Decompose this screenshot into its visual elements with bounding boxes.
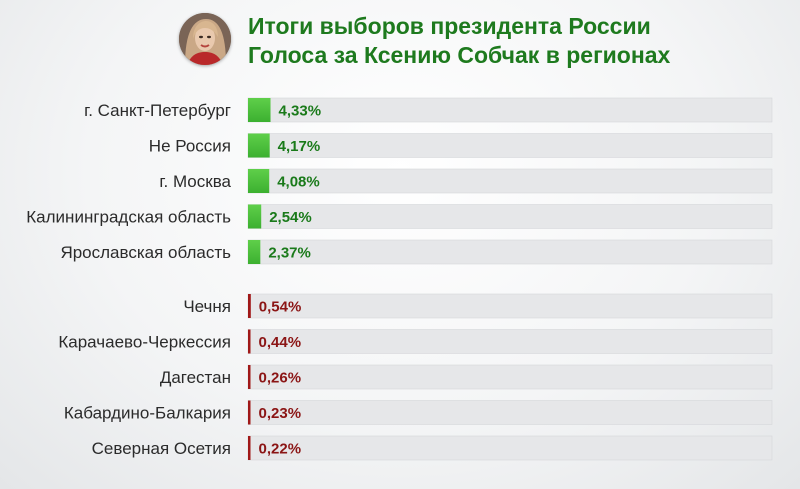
category-label-bottom-0: Чечня (183, 297, 231, 316)
bar-top-1 (248, 133, 270, 158)
bar-top-3 (248, 204, 262, 229)
category-label-bottom-1: Карачаево-Черкессия (58, 333, 231, 352)
value-label-bottom-3: 0,23% (259, 405, 302, 422)
bar-track-top-3 (247, 204, 773, 229)
bar-bottom-0 (248, 294, 251, 318)
bar-bottom-4 (248, 436, 251, 460)
value-label-top-2: 4,08% (277, 174, 320, 191)
bar-track-bottom-3 (247, 400, 773, 425)
category-label-top-3: Калининградская область (26, 208, 231, 227)
chart-title: Итоги выборов президента России Голоса з… (248, 12, 670, 70)
category-label-top-2: г. Москва (159, 172, 231, 191)
value-label-top-3: 2,54% (269, 209, 312, 226)
avatar (179, 13, 231, 65)
bar-track-bottom-2 (247, 364, 773, 390)
value-label-top-4: 2,37% (268, 245, 311, 262)
value-label-top-0: 4,33% (279, 103, 322, 120)
category-label-bottom-3: Кабардино-Балкария (64, 404, 231, 423)
bar-bottom-3 (248, 400, 251, 425)
portrait-image (179, 13, 231, 65)
bar-top-2 (248, 169, 270, 193)
value-label-bottom-2: 0,26% (259, 370, 302, 387)
category-label-top-0: г. Санкт-Петербург (84, 101, 231, 120)
bar-track-bottom-1 (247, 329, 773, 354)
bar-track-bottom-0 (247, 293, 773, 319)
bar-track-bottom-4 (247, 435, 773, 461)
category-label-top-1: Не Россия (149, 137, 231, 156)
value-label-top-1: 4,17% (278, 138, 321, 155)
bar-track-top-0 (247, 97, 773, 123)
bar-track-top-2 (247, 168, 773, 194)
title-line-1: Итоги выборов президента России (248, 13, 651, 39)
bar-top-0 (248, 98, 271, 122)
chart-header: Итоги выборов президента России Голоса з… (0, 0, 800, 80)
category-label-bottom-4: Северная Осетия (92, 439, 231, 458)
value-label-bottom-1: 0,44% (259, 334, 302, 351)
bar-track-top-4 (247, 239, 773, 265)
bar-bottom-2 (248, 365, 251, 389)
bar-bottom-1 (248, 329, 251, 354)
category-label-top-4: Ярославская область (60, 243, 231, 262)
value-label-bottom-0: 0,54% (259, 299, 302, 316)
title-line-2: Голоса за Ксению Собчак в регионах (248, 42, 671, 68)
value-label-bottom-4: 0,22% (259, 441, 302, 458)
bar-track-top-1 (247, 133, 773, 158)
bar-top-4 (248, 240, 261, 264)
category-label-bottom-2: Дагестан (160, 368, 231, 387)
